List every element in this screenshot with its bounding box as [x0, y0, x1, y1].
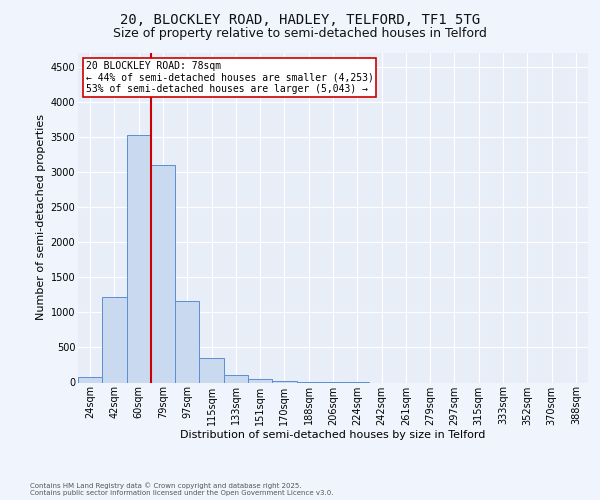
Text: Contains HM Land Registry data © Crown copyright and database right 2025.: Contains HM Land Registry data © Crown c…	[30, 482, 302, 489]
Bar	[199, 358, 224, 382]
Bar	[272, 381, 296, 382]
Bar	[175, 301, 199, 382]
Text: 20 BLOCKLEY ROAD: 78sqm
← 44% of semi-detached houses are smaller (4,253)
53% of: 20 BLOCKLEY ROAD: 78sqm ← 44% of semi-de…	[86, 60, 374, 94]
Text: Size of property relative to semi-detached houses in Telford: Size of property relative to semi-detach…	[113, 28, 487, 40]
Bar	[151, 165, 175, 382]
Bar	[127, 136, 151, 382]
Bar	[78, 377, 102, 382]
Text: Contains public sector information licensed under the Open Government Licence v3: Contains public sector information licen…	[30, 490, 334, 496]
Bar	[224, 376, 248, 382]
X-axis label: Distribution of semi-detached houses by size in Telford: Distribution of semi-detached houses by …	[181, 430, 485, 440]
Bar	[102, 297, 127, 382]
Text: 20, BLOCKLEY ROAD, HADLEY, TELFORD, TF1 5TG: 20, BLOCKLEY ROAD, HADLEY, TELFORD, TF1 …	[120, 12, 480, 26]
Bar	[248, 378, 272, 382]
Y-axis label: Number of semi-detached properties: Number of semi-detached properties	[37, 114, 46, 320]
